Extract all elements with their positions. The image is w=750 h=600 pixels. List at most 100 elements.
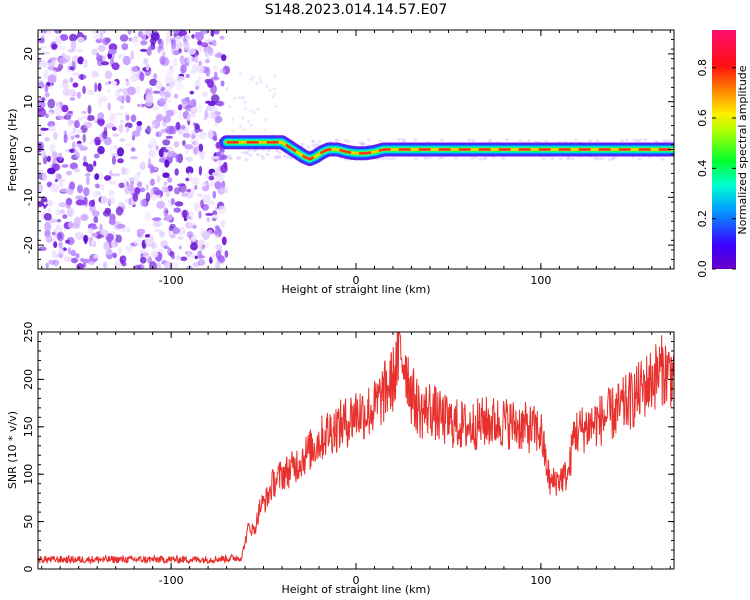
noise-blob xyxy=(172,227,181,235)
noise-blob xyxy=(176,76,186,81)
signal-track xyxy=(219,135,674,167)
noise-blob xyxy=(167,99,173,103)
noise-blob xyxy=(255,81,259,85)
noise-blob xyxy=(86,115,95,121)
noise-blob xyxy=(198,143,204,152)
noise-blob xyxy=(191,34,195,39)
noise-blob xyxy=(65,112,73,117)
noise-blob xyxy=(102,130,108,140)
noise-blob xyxy=(38,143,43,153)
noise-blob xyxy=(231,129,235,133)
noise-blob xyxy=(172,50,180,56)
noise-blob xyxy=(190,242,198,251)
snr-frame xyxy=(37,331,675,570)
noise-blob xyxy=(66,170,72,176)
noise-blob xyxy=(133,38,138,47)
noise-blob xyxy=(68,66,75,70)
noise-blob xyxy=(263,128,267,132)
noise-blob xyxy=(77,36,85,43)
noise-blob xyxy=(263,118,267,122)
noise-blob xyxy=(47,111,53,117)
noise-blob xyxy=(67,119,75,125)
noise-blob xyxy=(172,57,178,67)
noise-blob xyxy=(212,64,218,71)
track-halo xyxy=(277,151,282,155)
noise-blob xyxy=(172,30,180,34)
noise-blob xyxy=(241,116,245,120)
noise-blob xyxy=(69,33,78,42)
noise-blob xyxy=(140,40,148,46)
noise-blob xyxy=(48,125,56,132)
noise-blob xyxy=(207,200,215,206)
noise-blob xyxy=(65,188,74,195)
noise-blob xyxy=(220,219,226,228)
track-halo xyxy=(248,153,253,157)
noise-blob xyxy=(70,135,75,140)
noise-blob xyxy=(49,144,56,152)
track-halo xyxy=(414,157,419,161)
spectrogram-ytick-label: 0 xyxy=(22,146,35,153)
noise-blob xyxy=(118,53,127,57)
noise-blob xyxy=(82,161,89,167)
noise-blob xyxy=(148,138,158,148)
noise-blob xyxy=(74,231,83,238)
noise-blob xyxy=(169,223,176,229)
snr-xtick-label: -100 xyxy=(159,574,184,587)
noise-blob xyxy=(100,195,108,205)
noise-blob xyxy=(193,146,198,155)
noise-blob xyxy=(73,168,81,173)
noise-blob xyxy=(195,85,200,91)
noise-blob xyxy=(147,157,152,168)
noise-blob xyxy=(233,96,237,100)
noise-blob xyxy=(203,242,209,248)
noise-blob xyxy=(271,95,275,99)
noise-blob xyxy=(112,133,119,137)
track-halo xyxy=(660,157,665,161)
track-halo xyxy=(310,140,315,143)
noise-blob xyxy=(112,252,117,259)
noise-blob xyxy=(77,144,83,148)
noise-blob xyxy=(186,231,194,238)
noise-blob xyxy=(56,231,65,242)
noise-blob xyxy=(38,37,45,44)
noise-blob xyxy=(224,250,229,258)
track-halo xyxy=(334,139,339,143)
noise-blob xyxy=(124,122,133,129)
noise-blob xyxy=(210,84,217,95)
noise-blob xyxy=(162,115,171,123)
track-halo xyxy=(632,138,637,142)
noise-blob xyxy=(191,177,200,186)
noise-blob xyxy=(57,248,65,255)
noise-blob xyxy=(218,205,227,215)
noise-blob xyxy=(82,262,87,268)
noise-blob xyxy=(130,50,134,61)
noise-blob xyxy=(175,255,182,261)
track-halo xyxy=(667,139,672,142)
noise-blob xyxy=(129,156,139,160)
noise-blob xyxy=(212,210,218,216)
noise-blob xyxy=(42,51,50,55)
noise-blob xyxy=(173,141,180,148)
noise-blob xyxy=(151,123,156,128)
noise-blob xyxy=(73,148,78,155)
colorbar-tick-label: 0.2 xyxy=(696,210,709,228)
noise-blob xyxy=(108,196,116,206)
noise-blob xyxy=(68,61,73,67)
noise-blob xyxy=(189,112,196,118)
noise-blob xyxy=(165,38,169,46)
noise-blob xyxy=(77,184,83,194)
noise-blob xyxy=(72,127,76,134)
noise-blob xyxy=(187,156,194,163)
noise-blob xyxy=(272,87,276,91)
noise-blob xyxy=(163,245,169,249)
noise-blob xyxy=(213,230,220,236)
noise-blob xyxy=(239,125,243,128)
noise-blob xyxy=(251,75,255,79)
track-halo xyxy=(488,138,493,142)
noise-blob xyxy=(190,187,195,196)
noise-blob xyxy=(97,100,102,108)
noise-blob xyxy=(96,118,101,125)
noise-blob xyxy=(44,221,52,232)
noise-blob xyxy=(199,244,205,252)
spectrogram-xtick-label: -100 xyxy=(159,274,184,287)
